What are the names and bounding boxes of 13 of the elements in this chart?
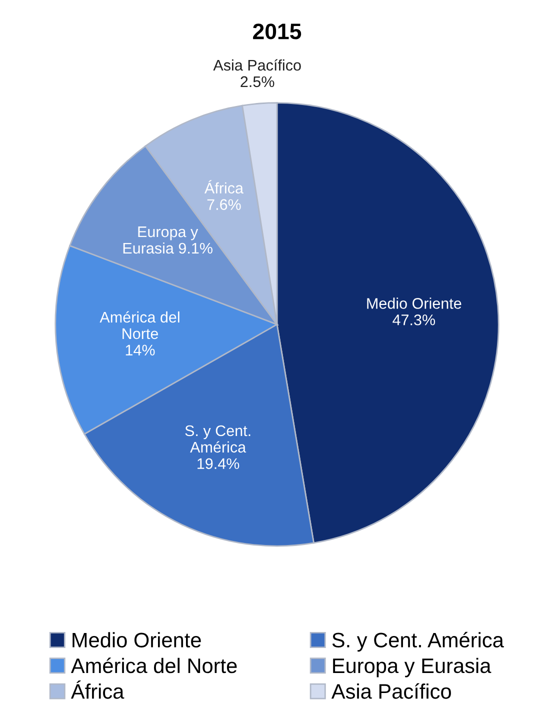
- data-label: Asia Pacífico 2.5%: [213, 59, 301, 88]
- legend-label: Europa y Eurasia: [333, 658, 492, 678]
- chart-title: 2015: [253, 24, 302, 40]
- legend-label: Medio Oriente: [72, 632, 201, 648]
- legend-label: África: [70, 680, 124, 699]
- legend-label: Asia Pacífico: [331, 683, 451, 699]
- data-label: Medio Oriente 47.3%: [367, 298, 462, 326]
- data-label: África 7.6%: [204, 180, 244, 210]
- legend-label: S. y Cent. América: [332, 632, 504, 652]
- data-label: América del Norte 14%: [100, 311, 180, 356]
- data-label: S. y Cent. América 19.4%: [185, 425, 250, 470]
- data-label: Europa y Eurasia 9.1%: [123, 226, 212, 254]
- legend-label: América del Norte: [70, 658, 237, 674]
